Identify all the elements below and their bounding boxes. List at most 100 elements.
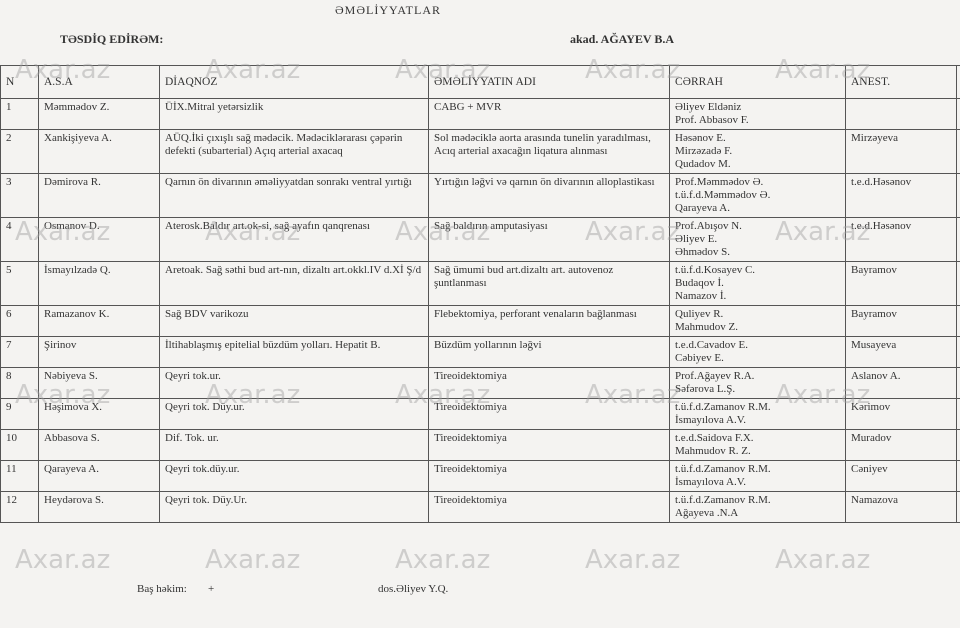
table-cell: Tireoidektomiya [428,367,670,399]
table-cell: 08.07.14. [956,398,960,430]
table-cell: 08.07.14. [956,173,960,218]
approve-label: TƏSDİQ EDİRƏM: [60,32,164,46]
table-cell: Aretoak. Sağ səthi bud art-nın, dizaltı … [159,261,429,306]
table-cell: Sol mədəciklə aorta arasında tunelin yar… [428,129,670,174]
table-cell: Muradov [845,429,957,461]
table-cell: 08.07.14. [956,305,960,337]
table-cell: t.e.d.Həsənov [845,173,957,218]
table-cell: Flebektomiya, perforant venaların bağlan… [428,305,670,337]
watermark: Axar.az [395,545,491,575]
table-cell: Qeyri tok. Düy.Ur. [159,491,429,523]
table-cell: 12 [0,491,39,523]
table-row: 7 Şirinov İltihablaşmış epitelial büzdüm y… [0,336,960,368]
column-header: ANEST. [845,65,957,99]
table-cell: Büzdüm yollarının ləğvi [428,336,670,368]
table-cell: Prof.Abışov N. Əliyev E. Əhmədov S. [669,217,846,262]
table-cell: Tireoidektomiya [428,491,670,523]
table-cell: 08.07.14. [956,336,960,368]
table-cell: 4 [0,217,39,262]
column-header: N [0,65,39,99]
table-cell: Məmmədov Z. [38,98,160,130]
footer-label: Baş həkim: [137,583,187,595]
table-row: 8 Nəbiyeva S. Qeyri tok.ur. Tireoidektomiya… [0,367,960,399]
table-cell: Tireoidektomiya [428,398,670,430]
table-cell: Kərimov [845,398,957,430]
table-cell [845,98,957,130]
table-cell: 08.07.14. [956,367,960,399]
table-row: 9 Həşimova X. Qeyri tok. Düy.ur. Tireoidekt… [0,398,960,430]
table-cell: Cəniyev [845,460,957,492]
watermark: Axar.az [15,545,111,575]
table-row: 12 Heydərova S. Qeyri tok. Düy.Ur. Tireoide… [0,491,960,523]
table-cell: Prof.Ağayev R.A. Səfərova L.Ş. [669,367,846,399]
table-row: 11 Qarayeva A. Qeyri tok.düy.ur. Tireoidekt… [0,460,960,492]
footer-name: dos.Əliyev Y.Q. [378,583,449,595]
table-cell: Xankişiyeva A. [38,129,160,174]
table-cell: Həsənov E. Mirzəzadə F. Qudadov M. [669,129,846,174]
table-cell: 08.07.14. [956,429,960,461]
table-cell: Quliyev R. Mahmudov Z. [669,305,846,337]
table-cell: Abbasova S. [38,429,160,461]
header-row: N A.S.A DİAQNOZ ƏMƏLİYYATIN ADI CƏRRAH ANEST.… [0,65,960,99]
table-cell: 08.07.14. [956,261,960,306]
table-cell: t.e.d.Saidova F.X. Mahmudov R. Z. [669,429,846,461]
table-cell: 10 [0,429,39,461]
table-cell: 9 [0,398,39,430]
table-cell: Həşimova X. [38,398,160,430]
table-cell: t.e.d.Həsənov [845,217,957,262]
table-cell: İsmayılzadə Q. [38,261,160,306]
signer: akad. AĞAYEV B.A [570,32,675,46]
table-cell: Bayramov [845,261,957,306]
table-cell: Dif. Tok. ur. [159,429,429,461]
table-cell: 1 [0,98,39,130]
watermark: Axar.az [775,545,871,575]
table-row: 4 Osmanov D. Aterosk.Baldır art.ok-si, sağ… [0,217,960,262]
table-cell: Dəmirova R. [38,173,160,218]
table-cell: İltihablaşmış epitelial büzdüm yolları. … [159,336,429,368]
table-cell: Sağ ümumi bud art.dizaltı art. autovenoz… [428,261,670,306]
table-cell: t.e.d.Cavadov E. Cəbiyev E. [669,336,846,368]
table-cell: Tireoidektomiya [428,429,670,461]
table-cell: 5 [0,261,39,306]
table-cell: ÜİX.Mitral yetərsizlik [159,98,429,130]
table-cell: 11 [0,460,39,492]
table-row: 10 Abbasova S. Dif. Tok. ur. Tireoidektomiy… [0,429,960,461]
table-cell: 08.07.14. [956,491,960,523]
table-cell: 08.07.14. [956,217,960,262]
table-cell: Osmanov D. [38,217,160,262]
title: ƏMƏLİYYATLAR [335,3,441,17]
table-cell: 08.07.14. [956,98,960,130]
column-header: ƏMƏLİYYATIN ADI [428,65,670,99]
table-cell: Mirzəyeva [845,129,957,174]
table-cell: Qarayeva A. [38,460,160,492]
table-cell: 6 [0,305,39,337]
table-cell: t.ü.f.d.Kosayev C. Budaqov İ. Namazov İ. [669,261,846,306]
table-cell: Qarnın ön divarının əməliyyatdan sonrakı… [159,173,429,218]
table-cell: Heydərova S. [38,491,160,523]
table-cell: Yırtığın ləğvi və qarnın ön divarının al… [428,173,670,218]
column-header: TARİX [956,65,960,99]
table-cell: Namazova [845,491,957,523]
watermark: Axar.az [585,545,681,575]
table-cell: CABG + MVR [428,98,670,130]
table-row: 6 Ramazanov K. Sağ BDV varikozu Flebektomiy… [0,305,960,337]
table-cell: Bayramov [845,305,957,337]
table-cell: Ramazanov K. [38,305,160,337]
table-cell: Qeyri tok.düy.ur. [159,460,429,492]
column-header: A.S.A [38,65,160,99]
watermark: Axar.az [205,545,301,575]
table-cell: t.ü.f.d.Zamanov R.M. İsmayılova A.V. [669,460,846,492]
table-cell: Əliyev Eldəniz Prof. Abbasov F. [669,98,846,130]
table-cell: Qeyri tok.ur. [159,367,429,399]
table-cell: t.ü.f.d.Zamanov R.M. Ağayeva .N.A [669,491,846,523]
table-cell: 08.07.14. [956,460,960,492]
table-cell: Aterosk.Baldır art.ok-si, sağ ayafın qan… [159,217,429,262]
table-cell: 7 [0,336,39,368]
table-cell: Tireoidektomiya [428,460,670,492]
table-cell: 2 [0,129,39,174]
column-header: DİAQNOZ [159,65,429,99]
operations-table: N A.S.A DİAQNOZ ƏMƏLİYYATIN ADI CƏRRAH ANEST.… [0,65,960,523]
table-row: 2 Xankişiyeva A. AÜQ.İki çıxışlı sağ mədəc… [0,129,960,174]
table-row: 3 Dəmirova R. Qarnın ön divarının əməliyya… [0,173,960,218]
